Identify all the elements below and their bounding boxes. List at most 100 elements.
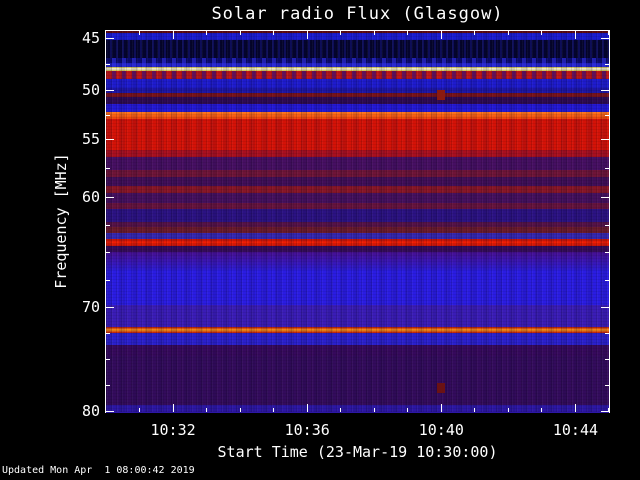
x-tick-label: 10:36 <box>284 421 330 439</box>
y-minor-tick <box>106 279 110 281</box>
spectrogram-band <box>106 170 609 177</box>
x-minor-tick <box>373 408 375 412</box>
x-tick-label: 10:44 <box>552 421 599 439</box>
y-major-tick <box>601 306 609 308</box>
spectrogram-band <box>106 186 609 193</box>
spectrogram-band <box>106 112 609 119</box>
spectrogram-band <box>106 239 609 246</box>
y-minor-tick <box>605 332 609 334</box>
y-minor-tick <box>605 63 609 65</box>
spectrogram-band <box>106 222 609 227</box>
spectrogram-band <box>106 305 609 327</box>
x-major-tick <box>440 404 442 412</box>
x-minor-tick <box>239 408 241 412</box>
y-minor-tick <box>605 114 609 116</box>
spectrogram-band <box>106 246 609 252</box>
x-minor-tick <box>474 31 476 35</box>
x-minor-tick <box>239 31 241 35</box>
x-axis-title: Start Time (23-Mar-19 10:30:00) <box>217 443 498 461</box>
spectrogram-band <box>106 405 609 413</box>
y-minor-tick <box>106 251 110 253</box>
x-tick-label: 10:32 <box>150 421 196 439</box>
streaks-texture <box>106 40 609 58</box>
spectrogram-band <box>106 31 609 33</box>
x-minor-tick <box>541 31 543 35</box>
y-tick-label: 45 <box>81 29 100 47</box>
spectrogram-band <box>106 40 609 58</box>
spectrogram-band <box>106 270 609 305</box>
x-minor-tick <box>541 408 543 412</box>
y-major-tick <box>601 138 609 140</box>
y-minor-tick <box>106 358 110 360</box>
x-minor-tick <box>206 408 208 412</box>
x-minor-tick <box>373 31 375 35</box>
y-minor-tick <box>605 279 609 281</box>
spectrogram-band <box>106 233 609 239</box>
y-major-tick <box>601 37 609 39</box>
y-major-tick <box>106 37 114 39</box>
spectrogram-band <box>106 79 609 88</box>
x-minor-tick <box>507 31 509 35</box>
x-major-tick <box>574 404 576 412</box>
updated-timestamp: Updated Mon Apr 1 08:00:42 2019 <box>2 465 195 476</box>
x-major-tick <box>172 31 174 39</box>
spectrogram-band <box>106 119 609 150</box>
spectrogram-band <box>106 252 609 270</box>
spectrogram-band <box>106 88 609 93</box>
spectrogram-band <box>106 356 609 405</box>
spectrogram-band <box>106 93 609 97</box>
y-major-tick <box>601 410 609 412</box>
x-minor-tick <box>139 31 141 35</box>
spectrogram-band <box>106 333 609 345</box>
x-major-tick <box>574 31 576 39</box>
y-tick-label: 55 <box>81 130 100 148</box>
y-tick-label: 50 <box>81 81 100 99</box>
y-minor-tick <box>106 167 110 169</box>
y-major-tick <box>106 196 114 198</box>
x-major-tick <box>306 404 308 412</box>
y-minor-tick <box>106 63 110 65</box>
spectrogram-band <box>106 327 609 333</box>
spectrogram-band <box>106 157 609 170</box>
y-tick-label: 60 <box>81 188 100 206</box>
y-major-tick <box>601 196 609 198</box>
spectrogram-band <box>106 227 609 233</box>
spectrogram-band <box>106 193 609 203</box>
y-major-tick <box>106 410 114 412</box>
dash-bright-texture <box>106 58 609 67</box>
x-minor-tick <box>273 408 275 412</box>
chart-title: Solar radio Flux (Glasgow) <box>211 4 504 24</box>
y-minor-tick <box>605 358 609 360</box>
spectrogram-band <box>106 345 609 356</box>
x-minor-tick <box>607 31 609 35</box>
x-minor-tick <box>507 408 509 412</box>
y-tick-label: 80 <box>81 402 100 420</box>
x-tick-label: 10:40 <box>418 421 464 439</box>
burst-speck <box>437 90 445 100</box>
x-major-tick <box>172 404 174 412</box>
y-minor-tick <box>605 167 609 169</box>
y-major-tick <box>106 138 114 140</box>
spectrogram-band <box>106 104 609 112</box>
y-minor-tick <box>605 224 609 226</box>
x-major-tick <box>306 31 308 39</box>
spectrogram-band <box>106 33 609 40</box>
spectrogram-plot <box>105 30 610 413</box>
spectrogram-band <box>106 97 609 104</box>
y-major-tick <box>106 306 114 308</box>
spectrogram-band <box>106 209 609 222</box>
x-major-tick <box>440 31 442 39</box>
spectrogram-band <box>106 150 609 157</box>
dash-dark-texture <box>106 71 609 79</box>
x-minor-tick <box>407 408 409 412</box>
x-minor-tick <box>273 31 275 35</box>
y-tick-label: 70 <box>81 298 100 316</box>
y-minor-tick <box>605 384 609 386</box>
x-minor-tick <box>139 408 141 412</box>
y-minor-tick <box>106 224 110 226</box>
burst-speck <box>437 383 445 393</box>
x-minor-tick <box>206 31 208 35</box>
spectrogram-band <box>106 203 609 209</box>
y-major-tick <box>601 89 609 91</box>
